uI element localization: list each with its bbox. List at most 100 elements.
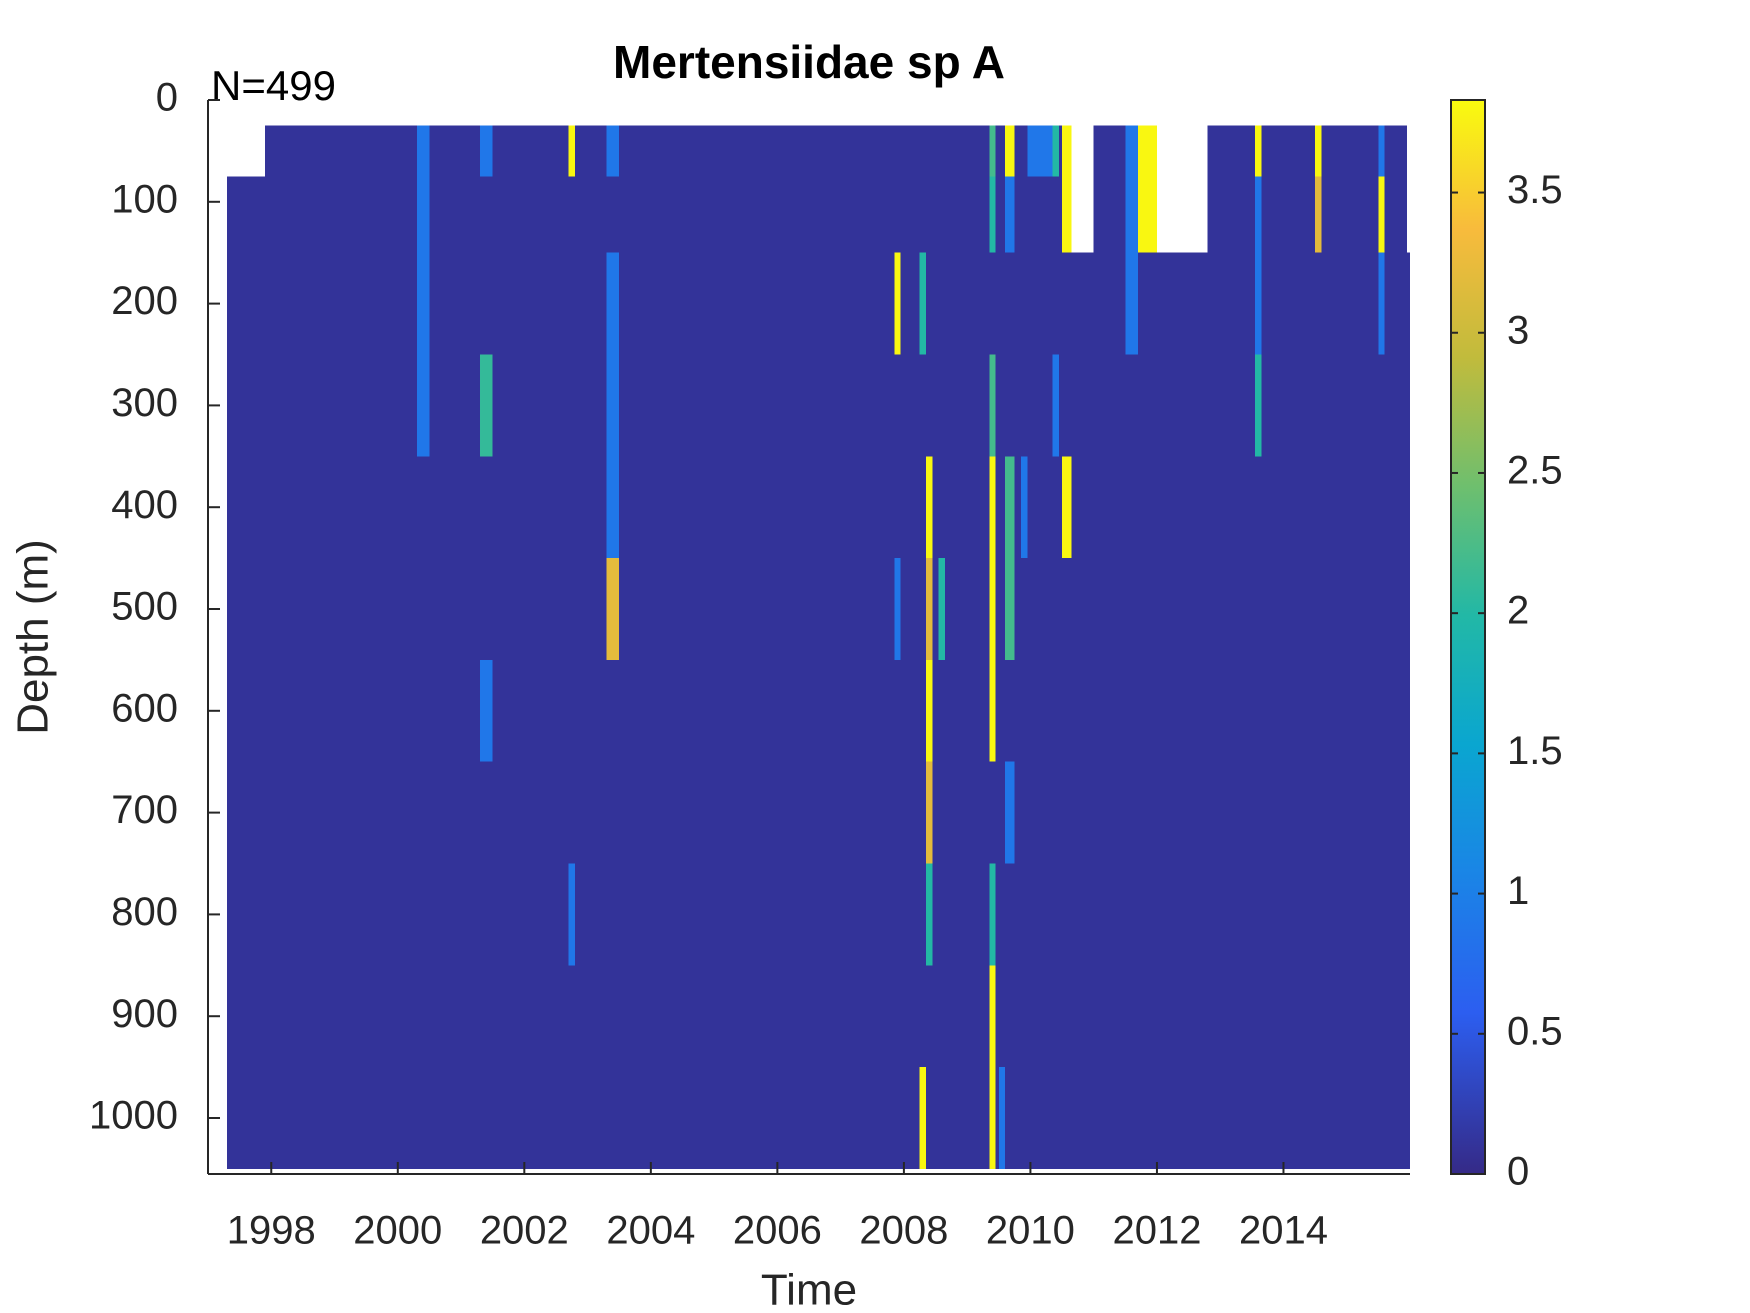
- heatmap-cell: [894, 863, 901, 966]
- heatmap-cell: [932, 125, 939, 177]
- heatmap-cell: [606, 252, 620, 355]
- heatmap-cell: [1255, 965, 1262, 1068]
- heatmap-cell: [1207, 761, 1256, 864]
- heatmap-cell: [1156, 252, 1208, 355]
- y-tick-label: 0: [156, 76, 178, 120]
- heatmap-cell: [900, 1067, 920, 1169]
- heatmap-cell: [416, 965, 430, 1068]
- heatmap-cell: [1406, 252, 1410, 355]
- heatmap-cell: [606, 125, 620, 177]
- heatmap-cell: [1093, 176, 1126, 253]
- heatmap-cell: [480, 252, 493, 355]
- heatmap-cell: [894, 558, 901, 660]
- heatmap-cell: [416, 1067, 430, 1169]
- heatmap-cell: [416, 456, 430, 559]
- heatmap-cell: [606, 558, 620, 660]
- heatmap-cell: [1014, 456, 1021, 559]
- heatmap: [226, 125, 1410, 1169]
- heatmap-cell: [429, 252, 481, 355]
- heatmap-cell: [1261, 659, 1316, 762]
- heatmap-cell: [1014, 125, 1021, 177]
- x-tick-label: 2002: [480, 1209, 569, 1253]
- heatmap-cell: [1062, 456, 1072, 559]
- colorbar-tick-label: 1.5: [1507, 729, 1563, 773]
- heatmap-cell: [926, 354, 933, 457]
- heatmap-cell: [429, 863, 481, 966]
- heatmap-cell: [1125, 761, 1138, 864]
- heatmap-cell: [1093, 125, 1126, 177]
- heatmap-cell: [574, 558, 607, 660]
- heatmap-cell: [1005, 354, 1015, 457]
- heatmap-cell: [1005, 659, 1015, 762]
- heatmap-cell: [264, 125, 417, 177]
- heatmap-cell: [1315, 761, 1322, 864]
- colorbar-tick-label: 0: [1507, 1150, 1529, 1194]
- heatmap-cell: [1406, 659, 1410, 762]
- heatmap-cell: [932, 659, 939, 762]
- heatmap-cell: [1014, 965, 1021, 1068]
- heatmap-cell: [926, 761, 933, 864]
- heatmap-cell: [1137, 965, 1157, 1068]
- heatmap-cell: [998, 456, 1006, 559]
- heatmap-cell: [998, 354, 1006, 457]
- heatmap-cell: [1020, 761, 1028, 864]
- heatmap-cell: [1071, 558, 1094, 660]
- y-axis-label: Depth (m): [9, 539, 58, 735]
- heatmap-cell: [1406, 456, 1410, 559]
- heatmap-cell: [1125, 252, 1138, 355]
- heatmap-cell: [1406, 761, 1410, 864]
- heatmap-cell: [1261, 252, 1316, 355]
- heatmap-cell: [1058, 125, 1063, 177]
- heatmap-cell: [492, 125, 569, 177]
- y-tick-label: 100: [111, 177, 178, 221]
- heatmap-cell: [480, 965, 493, 1068]
- heatmap-cell: [1093, 659, 1126, 762]
- heatmap-cell: [1255, 863, 1262, 966]
- heatmap-cell: [1384, 558, 1407, 660]
- heatmap-cell: [1014, 761, 1021, 864]
- heatmap-cell: [619, 354, 895, 457]
- heatmap-cell: [568, 176, 575, 253]
- heatmap-cell: [894, 761, 901, 864]
- heatmap-cell: [416, 863, 430, 966]
- heatmap-cell: [1093, 558, 1126, 660]
- heatmap-cell: [919, 659, 927, 762]
- heatmap-cell: [1125, 125, 1138, 177]
- heatmap-cell: [932, 176, 939, 253]
- heatmap-cell: [938, 558, 946, 660]
- heatmap-cell: [1027, 176, 1053, 253]
- heatmap-cell: [995, 1067, 999, 1169]
- heatmap-cell: [995, 965, 999, 1068]
- colorbar: [1450, 99, 1486, 1175]
- heatmap-cell: [1052, 761, 1059, 864]
- heatmap-cell: [919, 125, 927, 177]
- heatmap-cell: [1156, 761, 1208, 864]
- heatmap-cell: [1005, 456, 1015, 559]
- heatmap-cell: [1261, 176, 1316, 253]
- y-tick-label: 400: [111, 483, 178, 527]
- heatmap-cell: [894, 1067, 901, 1169]
- heatmap-cell: [1093, 252, 1126, 355]
- heatmap-cell: [1052, 176, 1059, 253]
- heatmap-cell: [1255, 558, 1262, 660]
- heatmap-cell: [1406, 1067, 1410, 1169]
- x-tick-label: 2012: [1112, 1209, 1201, 1253]
- heatmap-cell: [429, 659, 481, 762]
- heatmap-cell: [926, 1067, 933, 1169]
- heatmap-cell: [574, 252, 607, 355]
- heatmap-cell: [998, 558, 1006, 660]
- heatmap-cell: [998, 125, 1006, 177]
- heatmap-cell: [1062, 659, 1072, 762]
- heatmap-cell: [226, 659, 265, 762]
- heatmap-cell: [1014, 863, 1021, 966]
- heatmap-cell: [226, 456, 265, 559]
- heatmap-cell: [568, 252, 575, 355]
- heatmap-cell: [416, 176, 430, 253]
- heatmap-cell: [429, 558, 481, 660]
- heatmap-cell: [1261, 456, 1316, 559]
- heatmap-cell: [226, 1067, 265, 1169]
- heatmap-cell: [989, 456, 996, 559]
- heatmap-cell: [1321, 558, 1379, 660]
- heatmap-cell: [574, 354, 607, 457]
- heatmap-cell: [919, 252, 927, 355]
